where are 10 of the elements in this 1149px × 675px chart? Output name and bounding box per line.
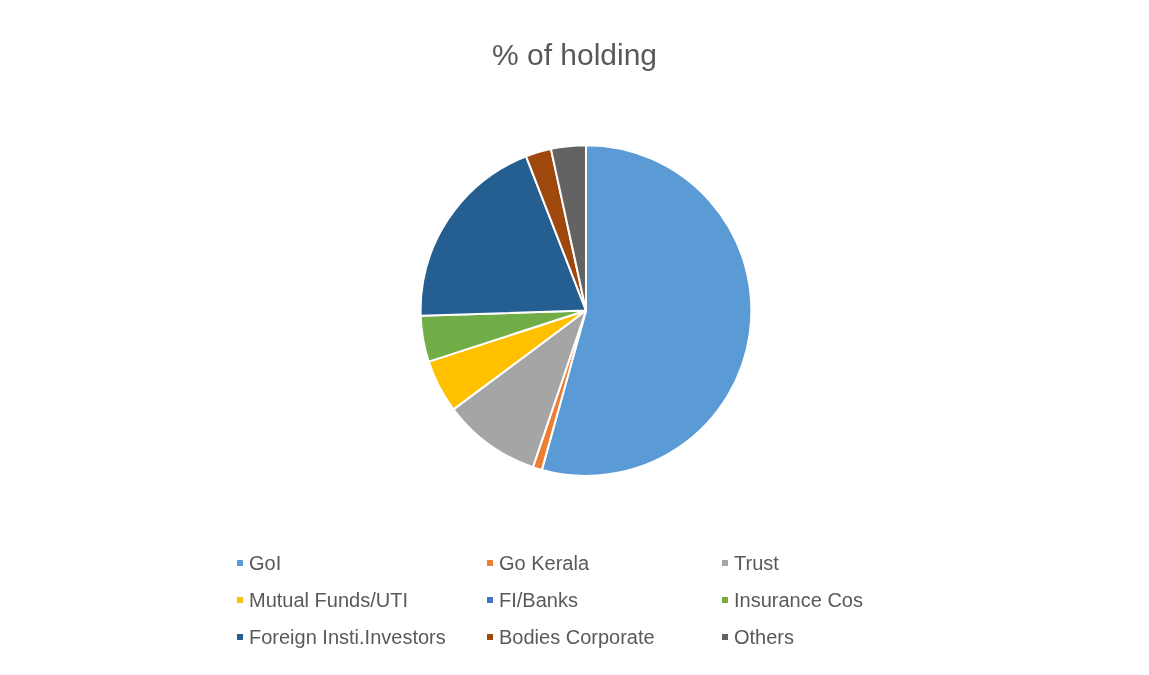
legend-label: GoI <box>249 552 282 574</box>
legend-label: Mutual Funds/UTI <box>249 589 408 611</box>
legend-label: FI/Banks <box>499 589 578 611</box>
chart-title: % of holding <box>491 37 658 71</box>
legend-label: Trust <box>734 552 780 574</box>
legend-label: Go Kerala <box>499 552 590 574</box>
legend-label: Insurance Cos <box>734 589 863 611</box>
legend-label: Foreign Insti.Investors <box>249 626 446 648</box>
legend-label: Others <box>734 626 795 648</box>
legend-label: Bodies Corporate <box>499 626 655 648</box>
